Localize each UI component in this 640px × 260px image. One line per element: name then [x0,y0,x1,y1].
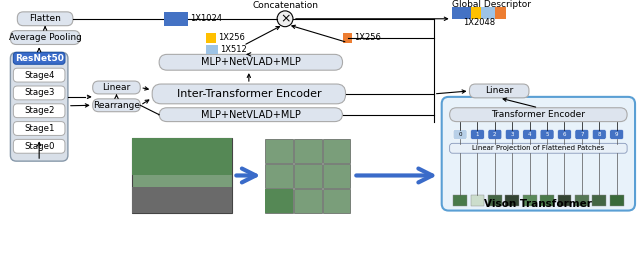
FancyBboxPatch shape [10,31,80,44]
FancyBboxPatch shape [13,68,65,82]
Text: 5: 5 [545,132,549,137]
FancyBboxPatch shape [13,86,65,100]
FancyBboxPatch shape [265,139,293,163]
FancyBboxPatch shape [13,139,65,153]
Text: 8: 8 [598,132,601,137]
FancyBboxPatch shape [13,122,65,135]
FancyBboxPatch shape [470,195,484,206]
Text: Vison Transformer: Vison Transformer [484,199,592,209]
FancyBboxPatch shape [540,195,554,206]
Text: Global Descriptor: Global Descriptor [452,1,531,9]
FancyBboxPatch shape [159,108,342,122]
FancyBboxPatch shape [442,97,635,211]
FancyBboxPatch shape [342,32,353,42]
Text: 1X256: 1X256 [218,33,244,42]
Text: ×: × [280,12,291,25]
FancyBboxPatch shape [159,54,342,70]
Text: Stage1: Stage1 [24,124,54,133]
Text: Stage0: Stage0 [24,142,54,151]
Text: Concatenation: Concatenation [252,1,318,10]
FancyBboxPatch shape [557,129,572,139]
Text: 1X256: 1X256 [355,33,381,42]
FancyBboxPatch shape [557,195,572,206]
FancyBboxPatch shape [13,53,65,64]
Text: ResNet50: ResNet50 [15,54,63,63]
Circle shape [277,11,293,27]
FancyBboxPatch shape [592,195,606,206]
FancyBboxPatch shape [132,138,232,212]
FancyBboxPatch shape [523,129,536,139]
Text: Flatten: Flatten [29,14,61,23]
FancyBboxPatch shape [453,129,467,139]
FancyBboxPatch shape [323,189,351,212]
Text: 4: 4 [528,132,531,137]
FancyBboxPatch shape [470,129,484,139]
FancyBboxPatch shape [323,139,351,163]
Text: 1: 1 [476,132,479,137]
FancyBboxPatch shape [610,129,623,139]
FancyBboxPatch shape [575,129,589,139]
Text: Stage3: Stage3 [24,88,54,98]
FancyBboxPatch shape [10,53,68,161]
Text: Stage2: Stage2 [24,106,54,115]
FancyBboxPatch shape [294,164,322,188]
FancyBboxPatch shape [265,189,293,212]
FancyBboxPatch shape [323,164,351,188]
FancyBboxPatch shape [506,129,519,139]
FancyBboxPatch shape [453,195,467,206]
FancyBboxPatch shape [294,189,322,212]
FancyBboxPatch shape [540,129,554,139]
Text: Transformer Encoder: Transformer Encoder [492,110,586,119]
FancyBboxPatch shape [17,12,73,26]
FancyBboxPatch shape [93,81,140,94]
Text: 2: 2 [493,132,497,137]
FancyBboxPatch shape [575,195,589,206]
Text: 1X1024: 1X1024 [190,14,222,23]
FancyBboxPatch shape [610,195,623,206]
Text: 1X512: 1X512 [220,46,246,54]
FancyBboxPatch shape [132,187,232,212]
Text: Linear Projection of Flattened Patches: Linear Projection of Flattened Patches [472,145,605,151]
FancyBboxPatch shape [13,104,65,118]
FancyBboxPatch shape [488,129,502,139]
FancyBboxPatch shape [481,7,495,19]
FancyBboxPatch shape [164,12,188,26]
FancyBboxPatch shape [470,84,529,98]
Text: Linear: Linear [485,86,513,95]
FancyBboxPatch shape [265,164,293,188]
FancyBboxPatch shape [294,139,322,163]
Text: 1X2048: 1X2048 [463,18,495,27]
FancyBboxPatch shape [450,108,627,122]
FancyBboxPatch shape [205,46,218,54]
FancyBboxPatch shape [132,138,232,176]
FancyBboxPatch shape [472,7,481,19]
FancyBboxPatch shape [506,195,519,206]
Text: Average Pooling: Average Pooling [9,33,81,42]
Text: Inter-Transformer Encoder: Inter-Transformer Encoder [177,89,321,99]
FancyBboxPatch shape [523,195,536,206]
Text: 6: 6 [563,132,566,137]
Text: 7: 7 [580,132,584,137]
Text: Rearrange: Rearrange [93,101,140,110]
Text: MLP+NetVLAD+MLP: MLP+NetVLAD+MLP [201,57,301,67]
FancyBboxPatch shape [488,195,502,206]
FancyBboxPatch shape [93,99,140,112]
Text: MLP+NetVLAD+MLP: MLP+NetVLAD+MLP [201,110,301,120]
FancyBboxPatch shape [450,143,627,153]
Text: 9: 9 [615,132,618,137]
Text: 0: 0 [458,132,462,137]
Text: Stage4: Stage4 [24,71,54,80]
FancyBboxPatch shape [152,84,346,104]
FancyBboxPatch shape [592,129,606,139]
Text: 3: 3 [511,132,514,137]
FancyBboxPatch shape [495,7,506,19]
FancyBboxPatch shape [205,32,216,42]
FancyBboxPatch shape [265,189,293,212]
Text: Linear: Linear [102,83,131,92]
FancyBboxPatch shape [452,7,472,19]
